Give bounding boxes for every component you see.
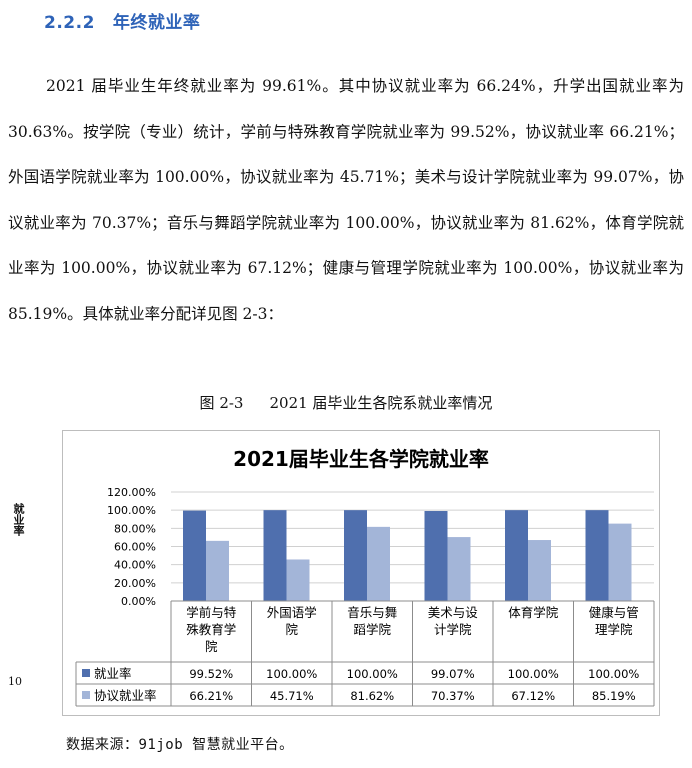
bar-series-1 bbox=[585, 510, 609, 601]
section-number: 2.2.2 bbox=[44, 13, 95, 33]
bar-series-2 bbox=[608, 523, 632, 601]
data-label: 67.12% bbox=[511, 689, 555, 703]
data-label: 100.00% bbox=[347, 667, 398, 681]
bar-series-2 bbox=[528, 540, 551, 601]
category-label: 理学院 bbox=[595, 622, 633, 637]
legend-key bbox=[82, 691, 90, 699]
section-title: 年终就业率 bbox=[112, 13, 201, 33]
category-label: 院 bbox=[285, 622, 298, 637]
figure-number: 图 2-3 bbox=[199, 394, 244, 412]
y-tick-label: 40.00% bbox=[114, 559, 156, 572]
y-tick-label: 60.00% bbox=[114, 541, 156, 554]
y-tick-label: 120.00% bbox=[107, 486, 156, 499]
body-paragraph: 2021 届毕业生年终就业率为 99.61%。其中协议就业率为 66.24%，升… bbox=[8, 77, 684, 323]
category-label: 外国语学 bbox=[267, 605, 317, 620]
category-label: 蹈学院 bbox=[353, 622, 391, 637]
bar-series-1 bbox=[344, 510, 367, 601]
data-label: 70.37% bbox=[431, 689, 475, 703]
bar-series-2 bbox=[447, 537, 471, 601]
data-label: 66.21% bbox=[189, 689, 233, 703]
category-label: 体育学院 bbox=[508, 605, 559, 620]
category-label: 殊教育学 bbox=[186, 622, 236, 637]
y-tick-label: 100.00% bbox=[107, 504, 156, 517]
page-number: 10 bbox=[8, 675, 22, 688]
category-label: 院 bbox=[205, 639, 218, 654]
legend-entry: 协议就业率 bbox=[94, 688, 157, 703]
source-note: 数据来源：91job 智慧就业平台。 bbox=[66, 737, 294, 753]
category-label: 学前与特 bbox=[186, 605, 236, 620]
y-tick-label: 80.00% bbox=[114, 522, 156, 535]
bar-series-2 bbox=[367, 526, 390, 601]
data-label: 99.07% bbox=[431, 667, 475, 681]
category-label: 美术与设 bbox=[428, 605, 479, 620]
figure-caption-text: 2021 届毕业生各院系就业率情况 bbox=[269, 394, 493, 412]
figure-caption: 图 2-3 2021 届毕业生各院系就业率情况 bbox=[0, 392, 692, 413]
data-label: 45.71% bbox=[270, 689, 314, 703]
bar-series-1 bbox=[183, 510, 206, 601]
data-label: 100.00% bbox=[588, 667, 639, 681]
data-label: 81.62% bbox=[350, 689, 394, 703]
legend-entry: 就业率 bbox=[94, 666, 132, 681]
data-label: 99.52% bbox=[189, 667, 233, 681]
data-label: 100.00% bbox=[508, 667, 559, 681]
data-label: 100.00% bbox=[266, 667, 317, 681]
bar-series-1 bbox=[424, 511, 448, 601]
chart-title: 2021届毕业生各学院就业率 bbox=[233, 447, 489, 471]
bar-series-2 bbox=[206, 540, 229, 601]
category-label: 音乐与舞 bbox=[347, 605, 397, 620]
y-axis-label: 就业率 bbox=[12, 503, 25, 536]
data-label: 85.19% bbox=[592, 689, 636, 703]
legend-key bbox=[82, 669, 90, 677]
y-tick-label: 20.00% bbox=[114, 577, 156, 590]
bar-series-1 bbox=[505, 510, 528, 601]
category-label: 计学院 bbox=[434, 622, 472, 637]
y-tick-label: 0.00% bbox=[121, 595, 156, 608]
bar-series-2 bbox=[286, 559, 310, 601]
bar-series-1 bbox=[263, 510, 287, 601]
section-heading: 2.2.2 年终就业率 bbox=[44, 8, 200, 33]
category-label: 健康与管 bbox=[589, 605, 639, 620]
